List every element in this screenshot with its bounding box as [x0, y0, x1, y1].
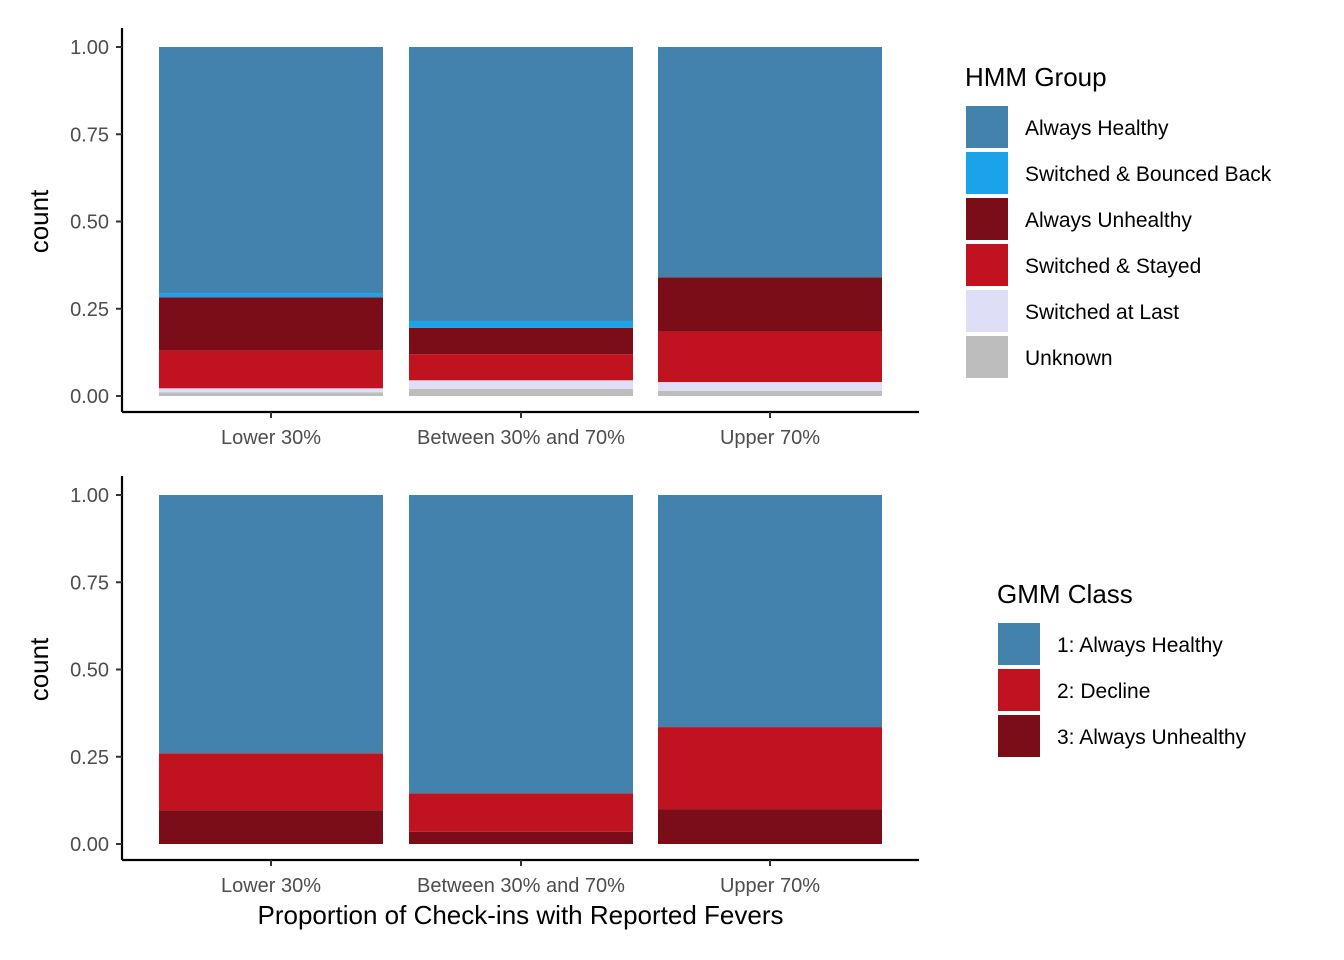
- legend-key-switched-at-last: [966, 290, 1008, 332]
- bar-segment-between-30-and-70-always-unhealthy: [409, 327, 633, 355]
- legend-key-1-always-healthy: [998, 623, 1040, 665]
- legend-label-switched-at-last: Switched at Last: [1025, 301, 1179, 324]
- legend-label-3-always-unhealthy: 3: Always Unhealthy: [1057, 726, 1247, 749]
- bar-segment-lower-30-2-decline: [159, 753, 383, 811]
- legend-key-always-unhealthy: [966, 198, 1008, 240]
- legend-label-switched-bounced-back: Switched & Bounced Back: [1025, 163, 1272, 186]
- bar-segment-lower-30-switched-stayed: [159, 350, 383, 389]
- legend-label-always-healthy: Always Healthy: [1025, 117, 1169, 140]
- legend-label-switched-stayed: Switched & Stayed: [1025, 255, 1201, 278]
- legend-title: HMM Group: [965, 62, 1107, 92]
- bar-segment-lower-30-switched-at-last: [159, 388, 383, 393]
- bar-segment-upper-70-always-unhealthy: [658, 277, 882, 332]
- legend-label-unknown: Unknown: [1025, 347, 1113, 370]
- x-tick-label-between-30-and-70: Between 30% and 70%: [417, 875, 625, 897]
- bar-segment-upper-70-unknown: [658, 390, 882, 396]
- bar-segment-upper-70-1-always-healthy: [658, 495, 882, 728]
- legend-label-2-decline: 2: Decline: [1057, 680, 1150, 703]
- y-tick-label: 0.00: [70, 386, 109, 408]
- bar-segment-lower-30-always-healthy: [159, 47, 383, 294]
- legend-title: GMM Class: [997, 579, 1133, 609]
- legend-key-2-decline: [998, 669, 1040, 711]
- y-tick-label: 0.25: [70, 747, 109, 769]
- bar-segment-lower-30-always-unhealthy: [159, 297, 383, 351]
- y-tick-label: 0.75: [70, 124, 109, 146]
- bar-segment-between-30-and-70-unknown: [409, 389, 633, 396]
- x-tick-label-upper-70: Upper 70%: [720, 427, 820, 449]
- legend-label-always-unhealthy: Always Unhealthy: [1025, 209, 1192, 232]
- legend-label-1-always-healthy: 1: Always Healthy: [1057, 634, 1223, 657]
- bar-segment-between-30-and-70-switched-stayed: [409, 354, 633, 381]
- legend-key-always-healthy: [966, 106, 1008, 148]
- x-tick-label-upper-70: Upper 70%: [720, 875, 820, 897]
- y-tick-label: 0.00: [70, 834, 109, 856]
- x-tick-label-between-30-and-70: Between 30% and 70%: [417, 427, 625, 449]
- hmm-group-panel: 0.00 0.25 0.50 0.75 1.00 Lower 30% Between 30%…: [24, 28, 1272, 449]
- legend-key-3-always-unhealthy: [998, 715, 1040, 757]
- bar-segment-upper-70-3-always-unhealthy: [658, 809, 882, 844]
- bar-segment-upper-70-2-decline: [658, 727, 882, 810]
- legend-key-unknown: [966, 336, 1008, 378]
- bar-segment-upper-70-switched-stayed: [658, 331, 882, 383]
- x-axis-title: Proportion of Check-ins with Reported Fe…: [257, 900, 783, 930]
- y-tick-label: 0.50: [70, 660, 109, 682]
- legend: HMM Group Always Healthy Switched & Bounce…: [965, 62, 1272, 378]
- bar-segment-between-30-and-70-switched-at-last: [409, 380, 633, 390]
- gmm-class-panel: 0.00 0.25 0.50 0.75 1.00 Lower 30% Between 30%…: [24, 476, 1247, 930]
- legend-key-switched-stayed: [966, 244, 1008, 286]
- bar-segment-upper-70-always-healthy: [658, 47, 882, 278]
- legend: GMM Class 1: Always Healthy 2: Decline 3: A…: [997, 579, 1247, 757]
- y-tick-label: 1.00: [70, 37, 109, 59]
- y-tick-label: 0.75: [70, 572, 109, 594]
- bar-segment-between-30-and-70-1-always-healthy: [409, 495, 633, 794]
- y-tick-label: 0.50: [70, 212, 109, 234]
- legend-key-switched-bounced-back: [966, 152, 1008, 194]
- bar-segment-lower-30-3-always-unhealthy: [159, 810, 383, 844]
- x-tick-label-lower-30: Lower 30%: [221, 427, 321, 449]
- y-tick-label: 1.00: [70, 485, 109, 507]
- bar-segment-between-30-and-70-switched-bounced-back: [409, 320, 633, 328]
- bar-segment-between-30-and-70-2-decline: [409, 793, 633, 832]
- bar-segment-between-30-and-70-always-healthy: [409, 47, 633, 321]
- bar-segment-upper-70-switched-at-last: [658, 382, 882, 391]
- y-tick-label: 0.25: [70, 299, 109, 321]
- y-axis-title: count: [24, 637, 54, 701]
- bar-segment-lower-30-unknown: [159, 392, 383, 396]
- bar-segment-lower-30-1-always-healthy: [159, 495, 383, 754]
- bar-segment-between-30-and-70-3-always-unhealthy: [409, 831, 633, 844]
- bar-segment-lower-30-switched-bounced-back: [159, 293, 383, 298]
- x-tick-label-lower-30: Lower 30%: [221, 875, 321, 897]
- y-axis-title: count: [24, 189, 54, 253]
